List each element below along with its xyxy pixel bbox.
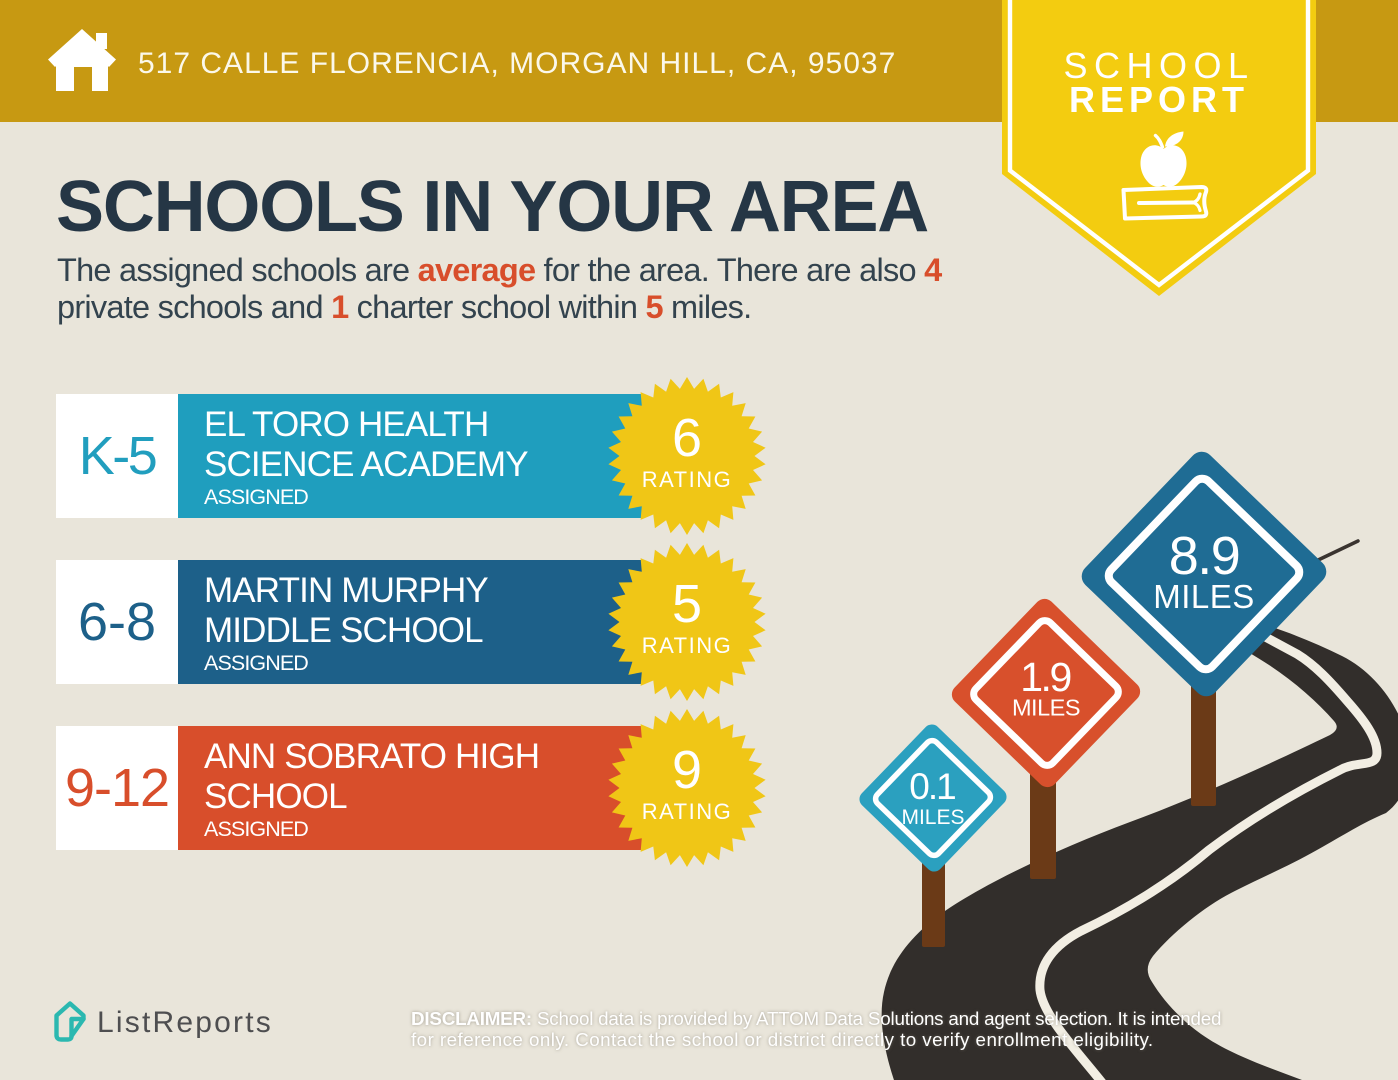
svg-text:5: 5 <box>672 574 702 634</box>
svg-text:9: 9 <box>672 740 702 800</box>
svg-text:0.1: 0.1 <box>909 766 955 807</box>
svg-text:8.9: 8.9 <box>1169 526 1240 586</box>
svg-text:REPORT: REPORT <box>1069 79 1249 120</box>
svg-text:MILES: MILES <box>1153 578 1255 615</box>
svg-text:6: 6 <box>672 408 702 468</box>
svg-text:RATING: RATING <box>642 799 732 824</box>
svg-text:RATING: RATING <box>642 633 732 658</box>
svg-text:MILES: MILES <box>901 806 964 829</box>
svg-text:SCHOOL: SCHOOL <box>1063 45 1254 86</box>
svg-text:1.9: 1.9 <box>1020 654 1070 700</box>
svg-text:MILES: MILES <box>1012 695 1080 721</box>
svg-text:RATING: RATING <box>642 467 732 492</box>
